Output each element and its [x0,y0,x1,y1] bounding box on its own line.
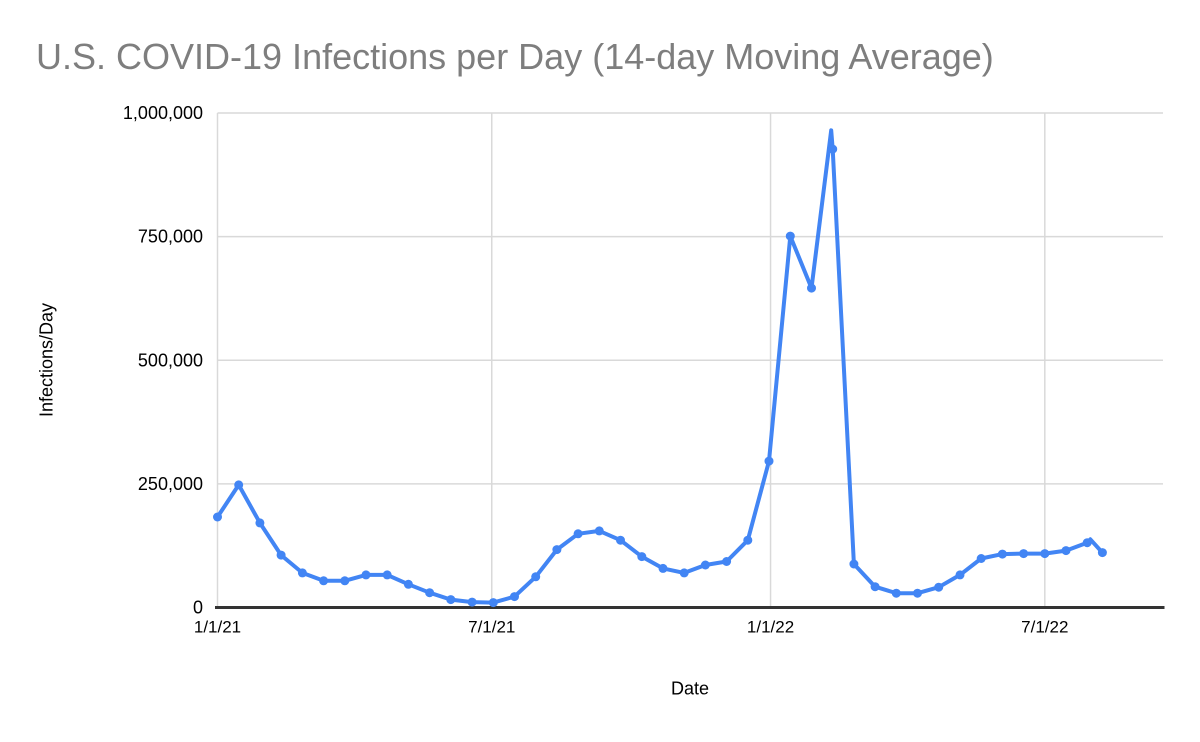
data-point-marker[interactable] [976,554,986,563]
data-point-marker[interactable] [1019,549,1029,559]
data-point-marker[interactable] [743,535,753,545]
data-point-marker[interactable] [276,550,286,560]
data-point-marker[interactable] [467,597,477,607]
data-point-marker[interactable] [785,231,795,241]
data-point-marker[interactable] [425,588,435,598]
data-point-marker[interactable] [658,563,668,573]
data-point-marker[interactable] [828,144,838,154]
data-point-marker[interactable] [361,570,371,580]
data-point-marker[interactable] [616,535,625,545]
data-point-marker[interactable] [849,559,859,569]
data-point-marker[interactable] [722,557,732,566]
chart-title: U.S. COVID-19 Infections per Day (14-day… [36,36,994,77]
data-point-marker[interactable] [1082,538,1092,548]
y-tick-label: 750,000 [138,227,203,247]
data-point-marker[interactable] [1061,546,1071,556]
x-axis-title: Date [670,678,710,699]
data-point-marker[interactable] [870,582,880,592]
data-point-marker[interactable] [403,579,413,589]
y-tick-label: 1,000,000 [123,103,203,123]
data-point-marker[interactable] [297,568,307,578]
data-point-marker[interactable] [552,545,562,555]
series-line [215,128,1105,605]
data-point-marker[interactable] [255,518,265,528]
data-point-marker[interactable] [382,570,392,580]
y-tick-label: 0 [193,598,203,618]
data-point-marker[interactable] [1040,549,1050,559]
x-tick-label: 1/1/21 [194,618,241,637]
data-point-marker[interactable] [997,549,1007,559]
data-point-marker[interactable] [891,588,901,598]
y-tick-label: 500,000 [138,350,203,370]
data-point-marker[interactable] [764,456,774,466]
data-point-marker[interactable] [340,576,350,586]
data-point-marker[interactable] [1097,548,1107,558]
data-point-marker[interactable] [510,592,519,602]
data-point-marker[interactable] [234,480,244,490]
data-point-marker[interactable] [573,529,583,539]
data-point-marker[interactable] [934,582,944,592]
data-point-marker[interactable] [637,552,647,562]
y-axis-title: Infections/Day [36,302,57,418]
data-point-marker[interactable] [679,568,689,578]
data-point-marker[interactable] [700,560,710,570]
x-tick-label: 7/1/21 [468,618,515,637]
y-tick-label: 250,000 [138,474,203,494]
data-point-marker[interactable] [488,598,498,608]
data-point-marker[interactable] [319,576,329,586]
x-tick-label: 7/1/22 [1021,618,1068,637]
data-point-marker[interactable] [913,588,922,598]
data-point-marker[interactable] [807,283,816,293]
x-tick-label: 1/1/22 [747,618,794,637]
data-point-marker[interactable] [213,512,222,522]
data-point-marker[interactable] [955,570,965,580]
data-point-marker[interactable] [531,572,541,582]
data-point-marker[interactable] [446,595,456,605]
data-point-marker[interactable] [594,526,604,536]
